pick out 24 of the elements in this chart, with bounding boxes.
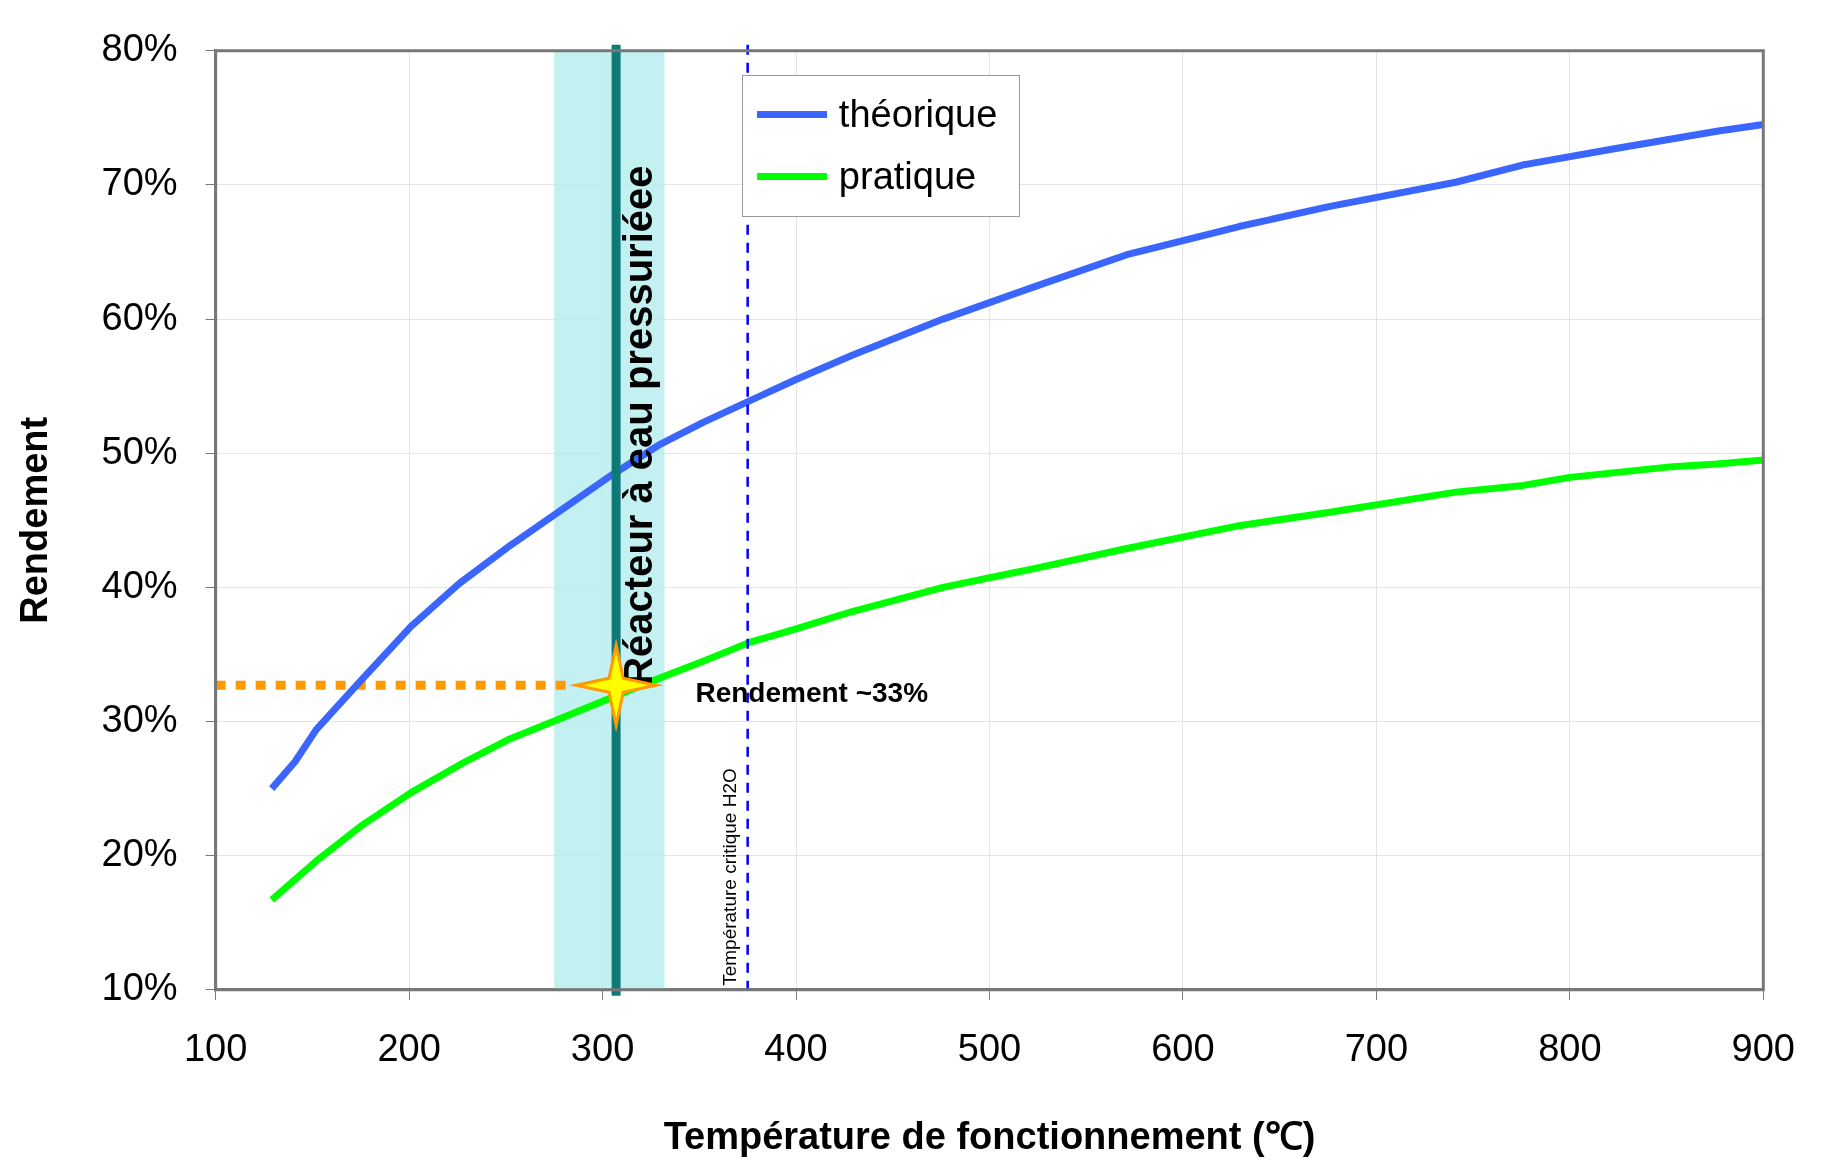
x-tick-label: 400 [764, 1027, 828, 1070]
y-tick-label: 40% [101, 563, 178, 606]
x-tick-label: 100 [183, 1027, 248, 1070]
x-tick-label: 500 [957, 1027, 1022, 1070]
annotation: Rendement ~33% [695, 676, 929, 708]
y-tick-label: 50% [101, 429, 178, 472]
x-tick-label: 900 [1731, 1027, 1795, 1070]
ref-line-label: Température critique H2O [718, 768, 740, 986]
y-tick-label: 60% [101, 295, 178, 338]
y-tick-label: 30% [101, 698, 178, 740]
x-axis-title: Température de fonctionnement (℃) [663, 1114, 1316, 1157]
y-tick-label: 20% [101, 832, 178, 875]
y-tick-label: 70% [101, 161, 178, 204]
x-tick-label: 600 [1151, 1027, 1215, 1070]
ref-line-label: Réacteur à eau pressuriéee [616, 165, 661, 686]
x-tick-label: 200 [377, 1027, 441, 1070]
legend-label: théorique [838, 93, 998, 137]
y-tick-label: 10% [101, 966, 178, 1009]
legend-label: pratique [838, 155, 977, 199]
y-tick-label: 80% [101, 27, 178, 70]
x-tick-label: 800 [1538, 1027, 1602, 1070]
x-tick-label: 300 [570, 1027, 635, 1070]
y-axis-title: Rendement [13, 416, 56, 624]
x-tick-label: 700 [1344, 1027, 1409, 1070]
